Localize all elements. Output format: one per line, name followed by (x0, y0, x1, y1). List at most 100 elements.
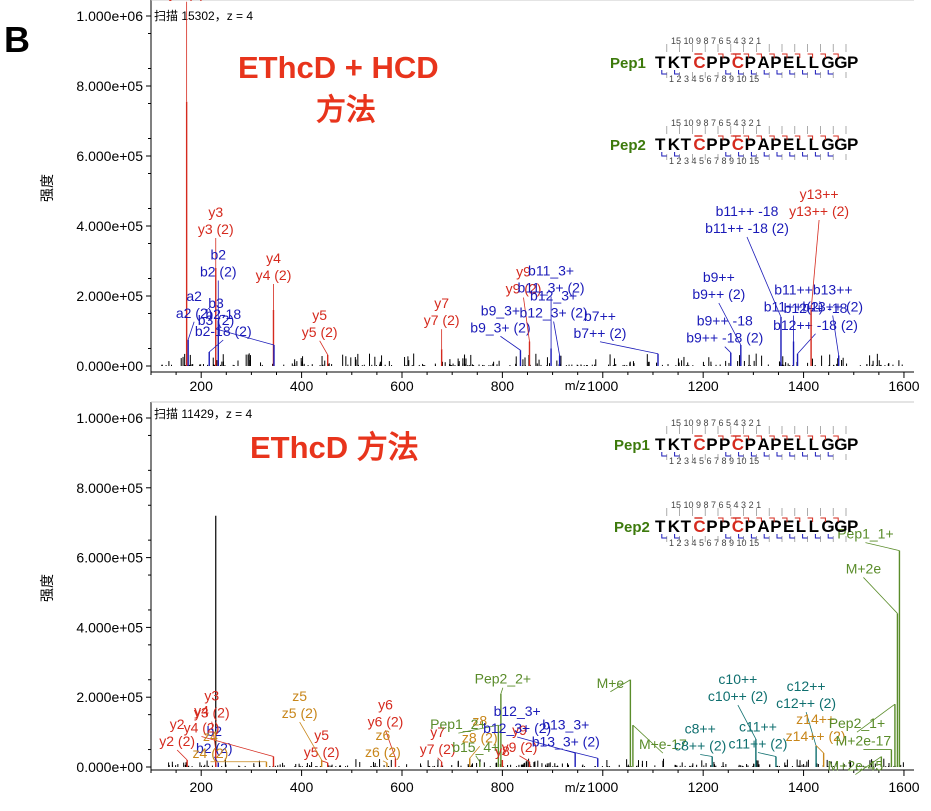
residue: C (693, 135, 705, 154)
residue: C (732, 135, 744, 154)
panel-letter: B (4, 19, 30, 60)
peak-label-leader (865, 542, 900, 552)
spectrum-panel-bottom: 0.000e+00 2.000e+05 4.000e+05 6.000e+05 8.00… (39, 401, 920, 795)
residue: P (847, 135, 858, 154)
y-tick-label: 4.000e+05 (76, 218, 143, 234)
b-fragment-bracket (763, 534, 770, 539)
peak-label-leader (211, 721, 217, 750)
b-fragment-bracket (789, 70, 795, 75)
peak-label: y13++ (2) (789, 203, 849, 219)
residue: T (655, 53, 666, 72)
peak-label: z5 (2) (282, 705, 318, 721)
b-fragment-bracket (750, 452, 757, 457)
peak-label: Pep2_1+ (829, 715, 885, 731)
b-fragment-bracket (763, 152, 770, 157)
peak-label-leader (565, 749, 598, 759)
peak-label: b13_3+ (2) (532, 733, 600, 749)
peak-label-leader (321, 760, 328, 764)
peak-label: z14++ (2) (786, 728, 846, 744)
peak-label: c8++ (2) (674, 738, 726, 754)
peak-label-leader (553, 321, 561, 356)
residue: E (783, 435, 794, 454)
residue: P (719, 435, 730, 454)
peak-label-leader (724, 346, 732, 353)
x-axis-label: m/z (565, 780, 586, 795)
residue: C (693, 435, 705, 454)
residue: P (706, 53, 717, 72)
b-fragment-bracket (738, 452, 744, 457)
b-fragment-bracket (674, 152, 680, 157)
x-tick-label: 800 (491, 779, 515, 795)
peak-label: z6 (2) (365, 744, 401, 760)
residue: P (706, 435, 717, 454)
residue: C (693, 517, 705, 536)
peak-label: y3 (204, 688, 219, 704)
residue: P (847, 53, 858, 72)
residue: P (847, 435, 858, 454)
b-fragment-bracket (661, 70, 667, 75)
peak-label-leader (208, 339, 224, 353)
b-fragment-bracket (814, 152, 821, 157)
scan-label: 扫描 11429，z = 4 (154, 407, 252, 421)
x-tick-label: 200 (190, 378, 214, 394)
residue: P (770, 435, 781, 454)
residue: T (681, 517, 692, 536)
peptide-map-pep2: Pep2 15 10 9 8 7 6 5 4 3 2 1 1 2 3 4 5 6 7… (610, 118, 858, 166)
peak-label: b2 (2) (200, 264, 237, 280)
x-tick-label: 200 (190, 779, 214, 795)
y-fragment-bracket (756, 135, 762, 140)
x-tick-label: 1000 (587, 779, 618, 795)
peak-label-leader (500, 687, 504, 694)
b-fragment-bracket (789, 152, 795, 157)
x-tick-label: 800 (491, 378, 515, 394)
b-fragment-bracket (725, 534, 731, 539)
x-tick-label: 600 (390, 378, 414, 394)
peak-label-leader (863, 577, 898, 614)
y-tick-label: 2.000e+05 (76, 288, 143, 304)
peptide-top-numbers: 15 10 9 8 7 6 5 4 3 2 1 (671, 36, 761, 46)
peak-label-leader (746, 236, 782, 318)
b-fragment-bracket (738, 534, 744, 539)
peak-label-leader (855, 756, 882, 775)
peak-label: Pep2_2+ (475, 671, 531, 687)
peak-label: M+2e-17 (836, 733, 892, 749)
y-tick-label: 4.000e+05 (76, 619, 143, 635)
x-tick-label: 1400 (788, 378, 819, 394)
y-fragment-bracket (782, 517, 788, 522)
peak-label-leader (797, 333, 816, 355)
peptide-top-numbers: 15 10 9 8 7 6 5 4 3 2 1 (671, 118, 761, 128)
b-fragment-bracket (750, 534, 757, 539)
residue: T (655, 135, 666, 154)
peak-label: c10++ (2) (708, 688, 768, 704)
peak-label-leader (201, 736, 274, 757)
b-fragment-bracket (802, 152, 808, 157)
peak-label: Pep1_1+ (837, 526, 893, 542)
residue: P (719, 135, 730, 154)
residue: C (693, 53, 705, 72)
residue: G (821, 435, 834, 454)
b-fragment-bracket (661, 534, 667, 539)
y-tick-label: 6.000e+05 (76, 148, 143, 164)
peak-label: M+e (597, 675, 625, 691)
b-fragment-bracket (814, 70, 821, 75)
peak-label-leader (610, 679, 631, 693)
y-fragment-bracket (718, 435, 724, 440)
peak-label-leader (632, 724, 664, 754)
residue: T (655, 435, 666, 454)
peak-label: b11++ (2) (764, 299, 824, 315)
peak-label: y4 (194, 703, 209, 719)
x-tick-label: 1200 (688, 378, 719, 394)
residue: T (655, 517, 666, 536)
y-fragment-bracket (820, 517, 826, 522)
peak-label: y3 (2) (194, 705, 230, 721)
residue: A (757, 435, 769, 454)
y-fragment-bracket (820, 435, 826, 440)
peptide-map-pep1: Pep1 15 10 9 8 7 6 5 4 3 2 1 1 2 3 4 5 6 7… (610, 36, 858, 84)
peak-label: y6 (378, 696, 393, 712)
residue: L (796, 517, 806, 536)
y-tick-label: 8.000e+05 (76, 480, 143, 496)
peak-label: y3 (208, 204, 223, 220)
residue: E (783, 517, 794, 536)
peak-label: y8 (495, 743, 510, 759)
